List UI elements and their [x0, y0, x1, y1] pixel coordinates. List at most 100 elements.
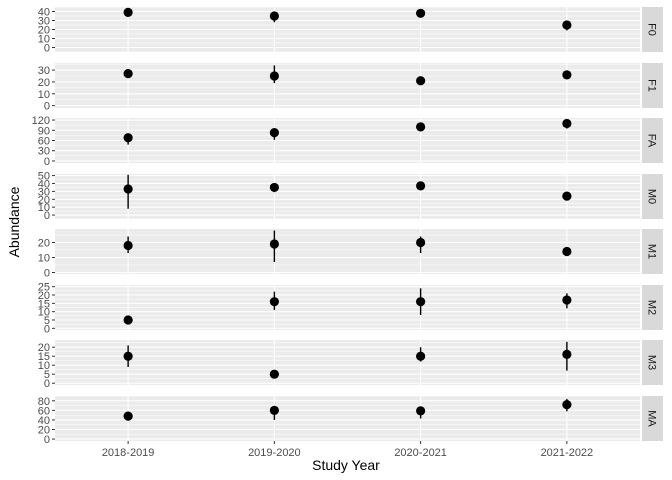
data-point [562, 191, 572, 201]
y-tick-label: 20 [38, 194, 50, 206]
facet-strip-label: M2 [646, 300, 658, 315]
y-tick-label: 30 [38, 146, 50, 158]
data-point [123, 351, 133, 361]
data-point [416, 8, 426, 18]
facet-strip [642, 340, 663, 385]
panel-background [55, 396, 640, 441]
data-point [269, 11, 279, 21]
data-point [562, 295, 572, 305]
data-point [416, 297, 426, 307]
y-tick-label: 10 [38, 360, 50, 372]
data-point [562, 400, 572, 410]
data-point [269, 369, 279, 379]
y-tick-label: 0 [44, 43, 50, 55]
y-tick-label: 50 [38, 171, 50, 183]
data-point [416, 406, 426, 416]
panel-background [55, 229, 640, 274]
y-tick-label: 20 [38, 25, 50, 37]
facet-strip-label: MA [646, 410, 658, 427]
y-tick-label: 0 [44, 378, 50, 390]
data-point [123, 411, 133, 421]
y-tick-label: 90 [38, 125, 50, 137]
data-point [269, 297, 279, 307]
data-point [562, 349, 572, 359]
facet-strip-label: FA [646, 134, 658, 148]
data-point [123, 69, 133, 79]
y-tick-label: 5 [44, 315, 50, 327]
x-axis-title: Study Year [312, 457, 380, 473]
y-tick-label: 15 [38, 351, 50, 363]
data-point [562, 70, 572, 80]
y-tick-label: 15 [38, 298, 50, 310]
y-tick-label: 0 [44, 323, 50, 335]
facet-strip-label: M3 [646, 355, 658, 370]
data-point [269, 239, 279, 249]
y-tick-label: 10 [38, 253, 50, 265]
data-point [123, 315, 133, 325]
y-tick-label: 60 [38, 405, 50, 417]
data-point [416, 351, 426, 361]
y-tick-label: 5 [44, 369, 50, 381]
y-tick-label: 120 [32, 115, 50, 127]
data-point [269, 71, 279, 81]
data-point [123, 133, 133, 143]
x-tick-label: 2018-2019 [102, 447, 155, 459]
data-point [416, 237, 426, 248]
y-tick-label: 10 [38, 34, 50, 46]
y-tick-label: 0 [44, 210, 50, 222]
facet-strip-label: F1 [646, 79, 658, 92]
x-tick-label: 2021-2022 [541, 447, 594, 459]
facet-strip [642, 396, 663, 441]
facet-strip [642, 118, 663, 163]
y-axis-title: Abundance [6, 186, 22, 257]
x-tick-label: 2019-2020 [248, 447, 301, 459]
data-point [562, 118, 572, 129]
data-point [416, 181, 426, 191]
y-tick-label: 20 [38, 425, 50, 437]
data-point [562, 20, 572, 30]
facet-panel-m1: 0 10 20 M1 [38, 229, 663, 280]
y-tick-label: 0 [44, 156, 50, 168]
x-tick-label: 2020-2021 [394, 447, 447, 459]
y-tick-label: 20 [38, 290, 50, 302]
y-tick-label: 80 [38, 396, 50, 408]
data-point [269, 128, 279, 138]
panel-background [55, 174, 640, 219]
y-tick-label: 30 [38, 186, 50, 198]
facet-strip [642, 63, 663, 108]
data-point [269, 405, 279, 415]
data-point [123, 184, 133, 194]
y-tick-label: 20 [38, 77, 50, 89]
y-tick-label: 30 [38, 65, 50, 77]
data-point [416, 122, 426, 132]
data-point [416, 76, 426, 86]
y-tick-label: 10 [38, 307, 50, 319]
y-tick-label: 60 [38, 136, 50, 148]
y-tick-label: 25 [38, 282, 50, 294]
facet-strip-label: M0 [646, 189, 658, 204]
data-point [123, 240, 133, 251]
y-tick-label: 10 [38, 202, 50, 214]
y-tick-label: 40 [38, 415, 50, 427]
y-tick-label: 40 [38, 7, 50, 19]
facet-strip [642, 285, 663, 330]
y-tick-label: 0 [44, 268, 50, 280]
data-point [562, 246, 572, 257]
data-point [123, 7, 133, 18]
facet-strip-label: F0 [646, 23, 658, 36]
facet-strip-label: M1 [646, 244, 658, 259]
facet-strip [642, 7, 663, 52]
data-point [269, 182, 279, 193]
facet-strip [642, 229, 663, 274]
facet-strip [642, 174, 663, 219]
y-tick-label: 30 [38, 16, 50, 28]
y-tick-label: 10 [38, 89, 50, 101]
y-tick-label: 20 [38, 238, 50, 250]
